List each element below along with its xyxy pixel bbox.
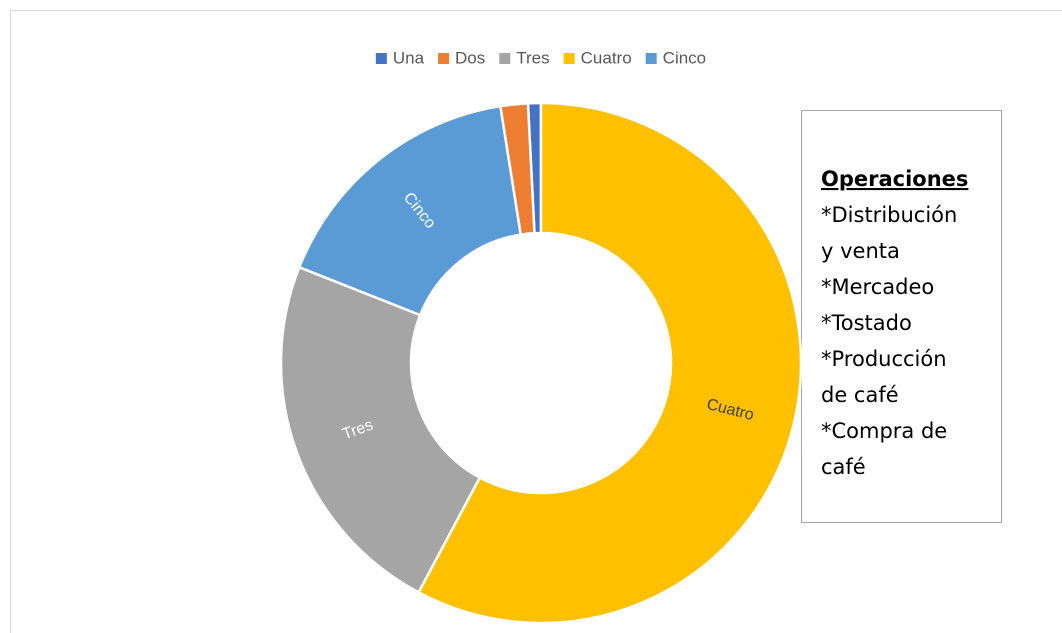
legend-label: Una xyxy=(393,48,425,67)
text-box-line: *Mercadeo xyxy=(821,275,934,299)
text-box-line: y venta xyxy=(821,239,900,263)
text-box-line: *Tostado xyxy=(821,311,912,335)
legend-label: Cuatro xyxy=(581,48,632,67)
text-box-title: Operaciones xyxy=(821,167,968,191)
legend-swatch xyxy=(499,53,511,64)
legend-label: Tres xyxy=(516,48,549,67)
text-box-line: *Compra de xyxy=(821,419,947,443)
legend-label: Dos xyxy=(455,48,485,67)
text-box xyxy=(801,110,1002,523)
text-box-line: *Producción xyxy=(821,347,947,371)
legend-swatch xyxy=(563,53,575,64)
legend-swatch xyxy=(375,53,387,64)
donut-segment xyxy=(297,104,523,317)
text-box-line: café xyxy=(821,455,866,479)
legend-swatch xyxy=(645,53,657,64)
text-box-line: *Distribución xyxy=(821,203,957,227)
legend-swatch xyxy=(438,53,450,64)
donut-segment xyxy=(416,101,803,625)
text-box-line: de café xyxy=(821,383,899,407)
donut-segment xyxy=(279,265,482,595)
legend-label: Cinco xyxy=(663,48,706,67)
